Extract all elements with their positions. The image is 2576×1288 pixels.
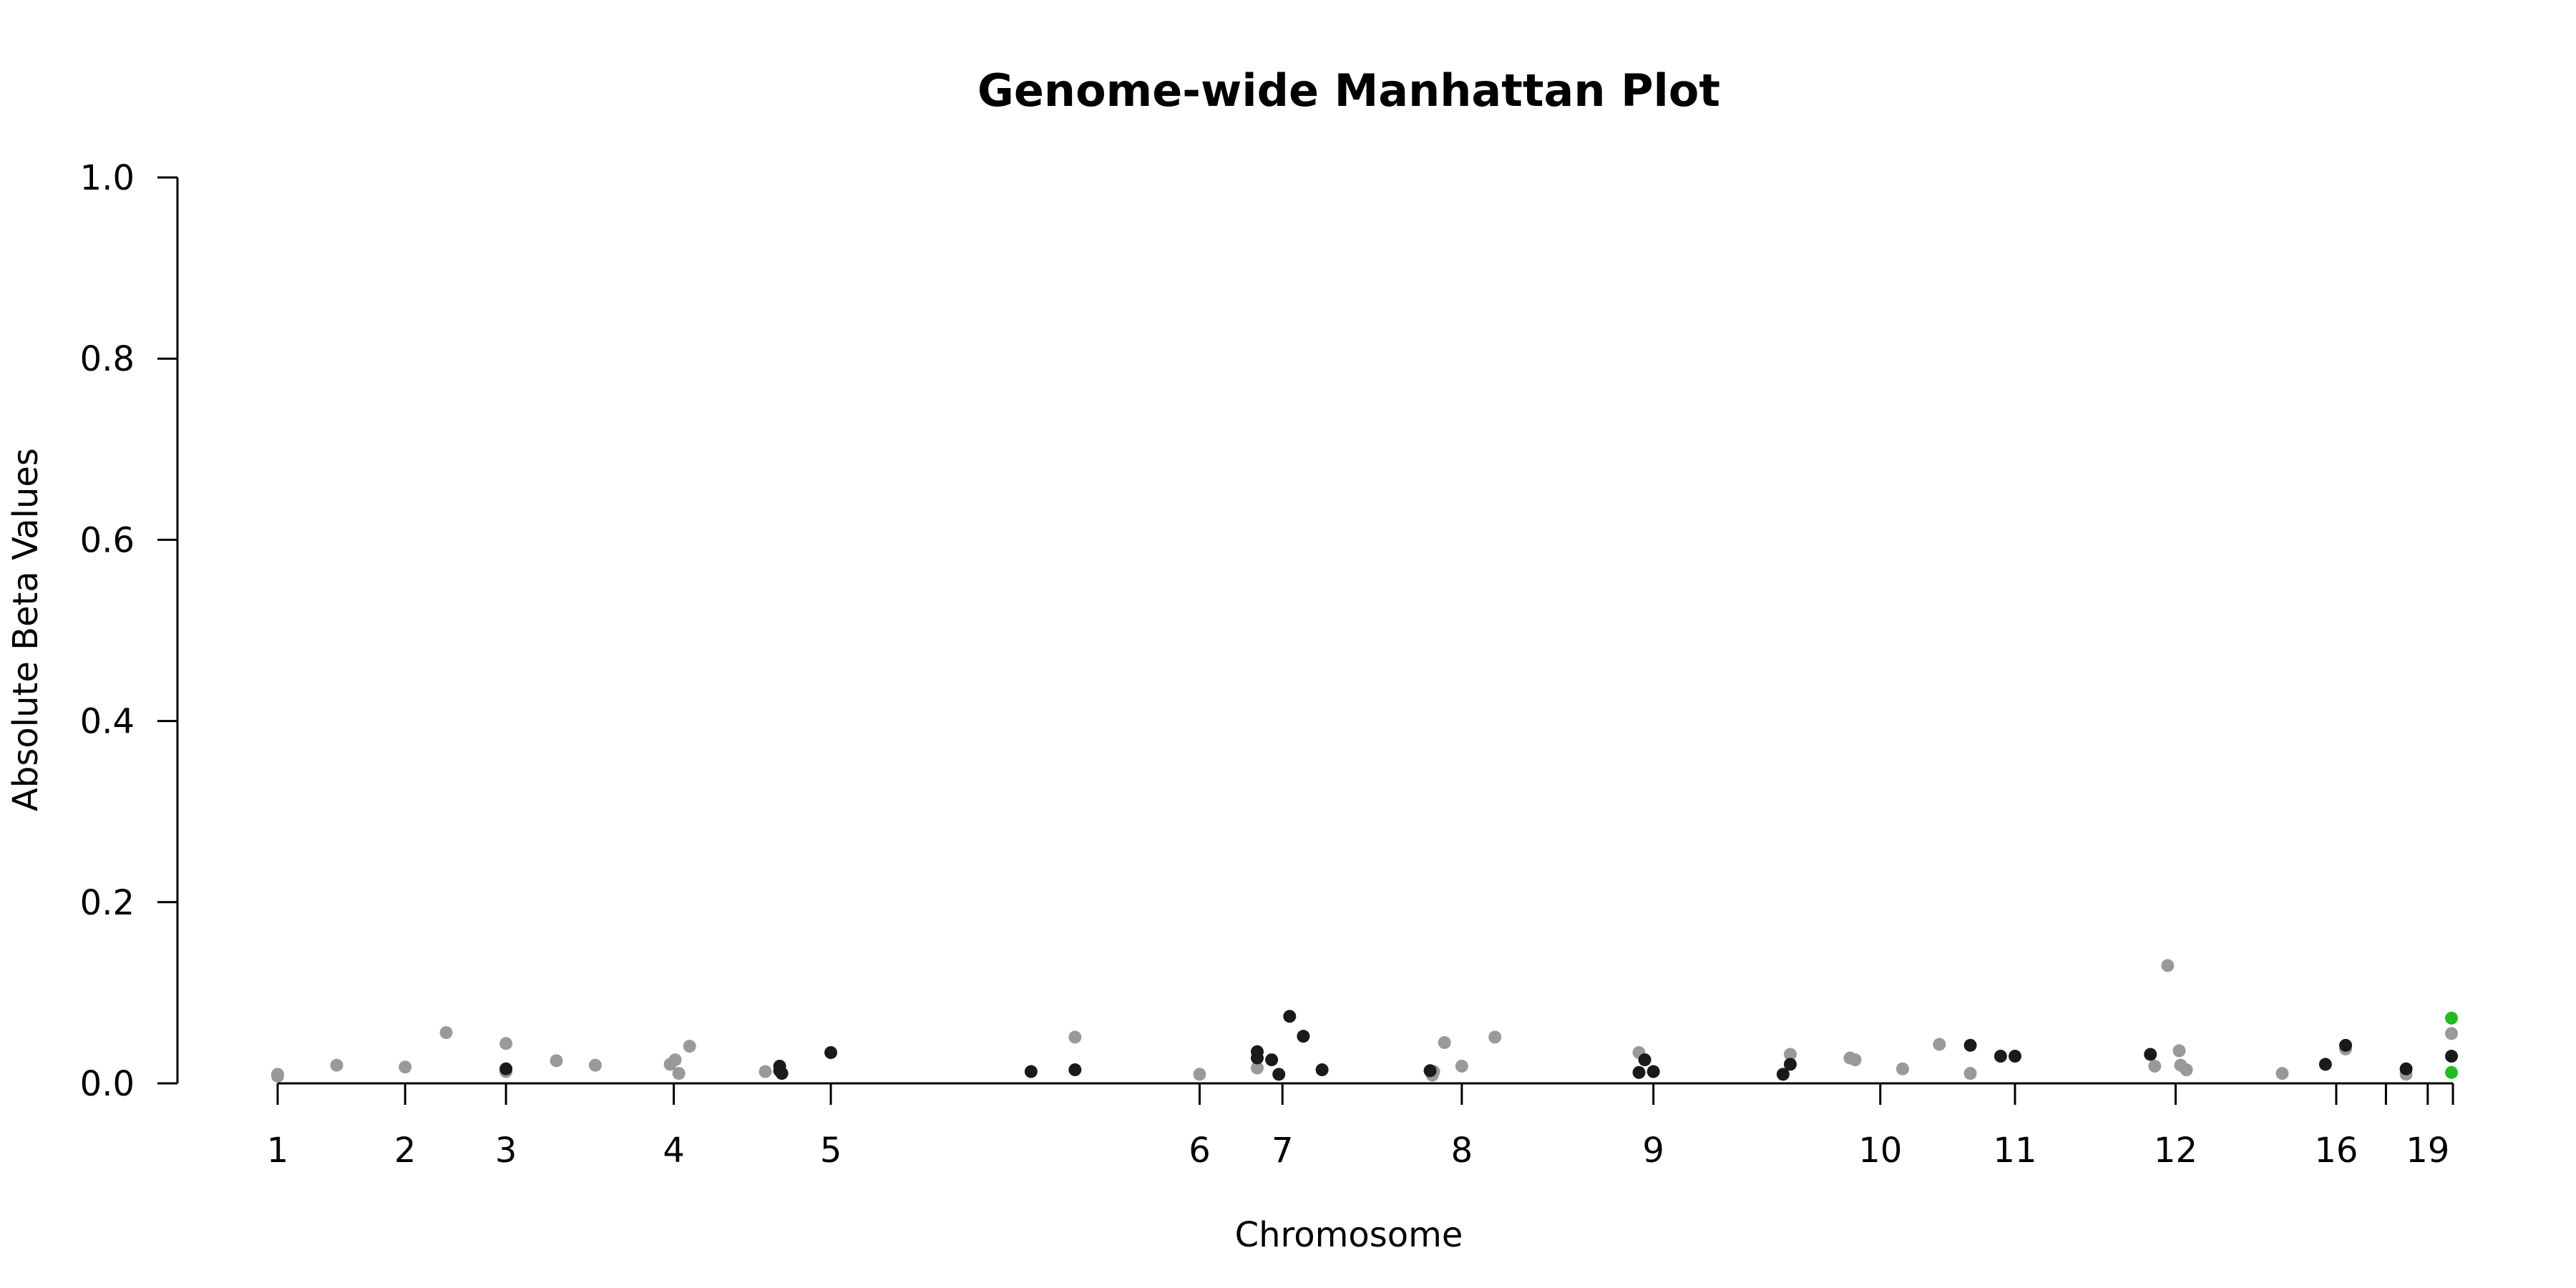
data-point [1646,1065,1660,1078]
data-point [1297,1030,1310,1043]
data-point [1963,1038,1977,1052]
data-point [1933,1038,1946,1051]
y-tick-label: 1.0 [80,158,135,198]
x-tick-label: 12 [2154,1131,2197,1171]
data-point [2180,1063,2193,1077]
y-tick-label: 0.4 [80,702,135,742]
x-tick-label: 6 [1189,1131,1211,1171]
x-axis: 1 2 3 4 5 6 7 8 9 10 11 12 16 19 [267,1082,2454,1171]
data-point [1896,1062,1909,1075]
data-point [2444,1050,2458,1063]
x-tick-label: 4 [663,1131,685,1171]
data-point [1455,1059,1468,1073]
data-point [1848,1053,1862,1067]
data-point [1068,1030,1082,1044]
data-point [775,1067,789,1080]
data-point [758,1065,772,1078]
x-tick-label: 10 [1858,1131,1902,1171]
data-point [2144,1048,2157,1061]
data-point [1994,1050,2007,1063]
x-tick-label: 3 [495,1131,517,1171]
data-point [1193,1068,1206,1081]
data-point [499,1062,513,1075]
data-point [1251,1051,1264,1065]
data-point [330,1058,343,1072]
data-point [1776,1068,1790,1081]
data-point [683,1040,696,1053]
y-tick-label: 0.8 [80,339,135,379]
y-tick-label: 0.0 [80,1064,135,1104]
data-point [271,1069,284,1083]
data-points [271,959,2458,1083]
data-point [672,1067,686,1080]
data-point [1251,1061,1264,1075]
data-point [2444,1065,2458,1079]
data-point [2339,1038,2353,1052]
data-point [2008,1050,2021,1063]
x-tick-label: 1 [267,1131,289,1171]
data-point [439,1026,453,1040]
data-point [2399,1062,2413,1075]
y-tick-label: 0.6 [80,520,135,560]
x-tick-label: 2 [394,1131,416,1171]
x-tick-label: 11 [1993,1131,2036,1171]
data-point [1283,1010,1297,1023]
data-point [1488,1030,1502,1044]
data-point [1783,1048,1797,1061]
data-point [2161,959,2175,972]
data-point [2318,1058,2332,1071]
x-tick-label: 7 [1272,1131,1294,1171]
x-tick-label: 19 [2406,1131,2449,1171]
x-tick-label: 8 [1451,1131,1473,1171]
data-point [668,1053,682,1067]
x-tick-label: 16 [2314,1131,2358,1171]
y-axis: 0.0 0.2 0.4 0.6 0.8 1.0 [80,158,179,1104]
data-point [2275,1067,2289,1080]
data-point [399,1060,412,1074]
data-point [2172,1044,2186,1058]
data-point [588,1058,602,1072]
data-point [550,1054,563,1068]
data-point [1638,1053,1652,1067]
data-point [1272,1068,1286,1081]
y-axis-title: Absolute Beta Values [6,448,46,811]
data-point [1423,1064,1437,1078]
data-point [2444,1027,2458,1040]
data-point [499,1037,513,1050]
data-point [1024,1065,1038,1078]
y-tick-label: 0.2 [80,883,135,923]
x-tick-label: 5 [820,1131,842,1171]
data-point [1068,1063,1082,1077]
data-point [1632,1065,1646,1079]
x-tick-label: 9 [1642,1131,1664,1171]
data-point [1315,1063,1329,1077]
data-point [2148,1059,2162,1073]
chart-title: Genome-wide Manhattan Plot [977,64,1720,117]
x-axis-title: Chromosome [1235,1215,1463,1255]
data-point [1783,1058,1797,1071]
data-point [1438,1036,1451,1050]
data-point [824,1045,838,1059]
data-point [1963,1067,1977,1080]
data-point [1265,1053,1279,1067]
data-point [2444,1011,2458,1025]
